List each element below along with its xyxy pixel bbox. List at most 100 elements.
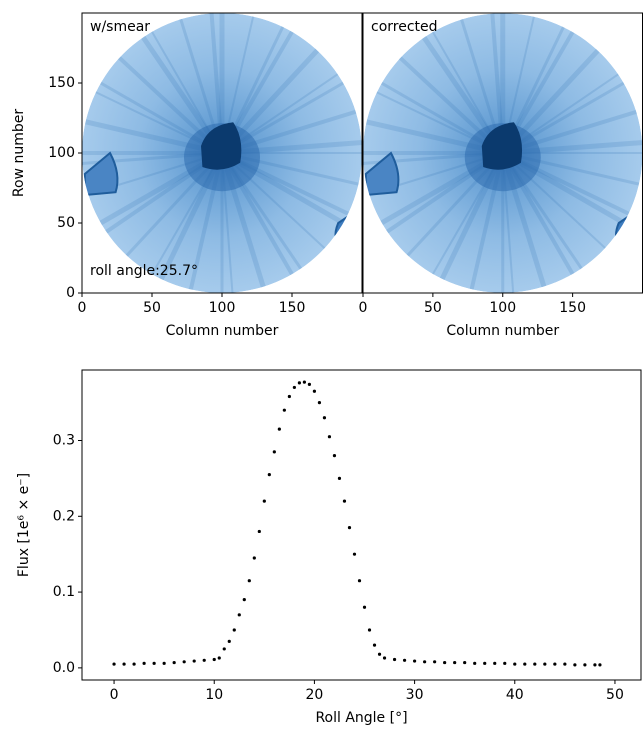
point [513, 662, 517, 666]
point [332, 454, 337, 458]
point [563, 662, 567, 666]
y-axis-label: Row number [11, 109, 27, 197]
x-tick-label: 0 [110, 687, 119, 703]
point [277, 427, 281, 431]
point [372, 643, 377, 647]
point [402, 658, 407, 662]
point [122, 662, 126, 666]
point [222, 647, 226, 651]
annotation: w/smear [90, 19, 150, 35]
point [212, 657, 216, 662]
point [362, 605, 367, 609]
point [262, 499, 266, 503]
point [593, 663, 597, 667]
point [543, 662, 547, 666]
point [357, 579, 362, 583]
point [533, 662, 537, 666]
point [292, 385, 296, 390]
x-tick-label: 10 [205, 687, 223, 703]
annotation: corrected [371, 19, 438, 35]
x-tick-label: 50 [606, 687, 624, 703]
point [377, 652, 382, 656]
point [307, 382, 312, 387]
point [327, 435, 332, 439]
core [201, 122, 242, 170]
point [352, 552, 357, 556]
point [573, 663, 577, 667]
x-tick-label: 40 [506, 687, 524, 703]
point [267, 472, 271, 477]
point [112, 662, 116, 666]
point [317, 400, 322, 405]
point [297, 381, 301, 385]
point [367, 628, 372, 632]
point [433, 660, 437, 664]
y-tick-label: 0.0 [53, 660, 75, 676]
point [257, 529, 261, 534]
point [152, 661, 156, 665]
point [302, 380, 306, 384]
point [232, 628, 236, 632]
point [142, 661, 146, 665]
point [473, 661, 477, 665]
point [192, 659, 196, 663]
point [382, 656, 387, 660]
point [252, 556, 256, 560]
point [503, 661, 507, 665]
x-tick-label: 150 [279, 300, 306, 316]
point [337, 476, 342, 480]
x-tick-label: 50 [424, 300, 442, 316]
x-tick-label: 150 [559, 300, 586, 316]
point [202, 658, 206, 662]
point [523, 662, 527, 666]
point [583, 663, 587, 667]
x-tick-label: 0 [359, 300, 368, 316]
image [363, 13, 643, 293]
point [342, 499, 347, 503]
point [272, 450, 276, 454]
x-tick-label: 30 [406, 687, 424, 703]
axes-frame [81, 369, 642, 681]
y-tick-label: 0.2 [53, 508, 75, 524]
point [493, 661, 497, 665]
point [172, 660, 176, 665]
point [347, 526, 352, 530]
point [453, 660, 457, 665]
x-tick-label: 100 [209, 300, 236, 316]
point [423, 660, 427, 664]
image [82, 13, 362, 293]
point [443, 660, 447, 665]
x-tick-label: 100 [489, 300, 516, 316]
point [463, 660, 467, 665]
x-axis-label: Roll Angle [°] [315, 710, 407, 726]
point [287, 394, 291, 399]
point [162, 661, 166, 665]
x-axis-label: Column number [166, 323, 279, 339]
y-tick-label: 150 [48, 75, 75, 91]
point [237, 613, 241, 617]
x-axis-label: Column number [446, 323, 559, 339]
point [247, 579, 251, 583]
point [312, 389, 317, 393]
y-tick-label: 0.1 [53, 584, 75, 600]
x-tick-label: 0 [78, 300, 87, 316]
point [392, 657, 397, 662]
point [322, 416, 327, 420]
x-tick-label: 20 [306, 687, 324, 703]
blob-left [364, 151, 400, 197]
y-tick-label: 100 [48, 145, 75, 161]
point [182, 660, 186, 664]
core [481, 122, 523, 170]
point [598, 663, 602, 667]
point [282, 408, 286, 412]
blob-left [83, 151, 119, 197]
x-tick-label: 50 [143, 300, 161, 316]
annotation: roll angle:25.7° [90, 263, 198, 279]
point [412, 659, 417, 663]
y-axis-label: Flux [1e⁶ × e⁻] [16, 473, 32, 577]
point [227, 639, 231, 643]
point [132, 662, 136, 666]
point [553, 662, 557, 666]
